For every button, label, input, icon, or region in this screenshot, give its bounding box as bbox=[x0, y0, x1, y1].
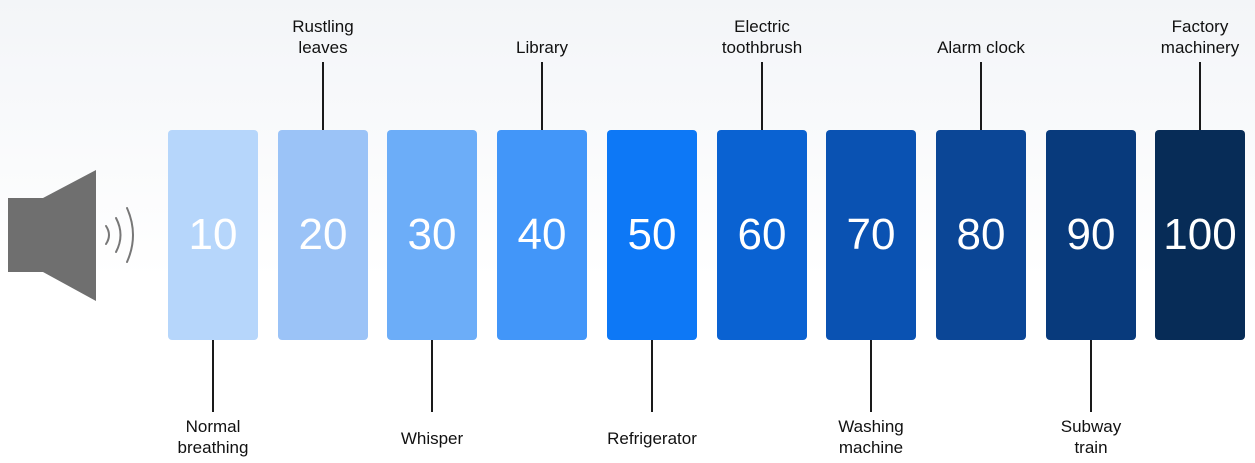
example-label-line: machine bbox=[838, 438, 904, 457]
level-value: 90 bbox=[1066, 210, 1116, 259]
level-block-50: 50 bbox=[607, 130, 697, 340]
example-label-line: breathing bbox=[177, 438, 249, 457]
example-label-line: leaves bbox=[298, 38, 348, 57]
leader-line bbox=[761, 62, 763, 130]
level-value: 50 bbox=[627, 210, 677, 259]
example-label-line: Refrigerator bbox=[607, 429, 697, 448]
level-value: 10 bbox=[188, 210, 238, 259]
level-value: 30 bbox=[407, 210, 457, 259]
level-block-20: 20 bbox=[278, 130, 368, 340]
example-label: Electric toothbrush bbox=[687, 16, 837, 58]
leader-line bbox=[870, 340, 872, 412]
speaker-shape bbox=[8, 170, 96, 301]
level-value: 100 bbox=[1163, 210, 1237, 259]
level-block-60: 60 bbox=[717, 130, 807, 340]
leader-line bbox=[431, 340, 433, 412]
level-value: 60 bbox=[737, 210, 787, 259]
level-block-80: 80 bbox=[936, 130, 1026, 340]
leader-line bbox=[651, 340, 653, 412]
example-label: Refrigerator bbox=[577, 428, 727, 449]
level-value: 40 bbox=[517, 210, 567, 259]
speaker-icon bbox=[8, 170, 134, 301]
example-label-line: Normal bbox=[185, 417, 241, 436]
leader-line bbox=[322, 62, 324, 130]
sound-wave-large bbox=[126, 207, 134, 263]
example-label: Subway train bbox=[1016, 416, 1166, 458]
example-label: Library bbox=[467, 37, 617, 58]
example-label: Washing machine bbox=[796, 416, 946, 458]
example-label-line: Rustling bbox=[292, 17, 354, 36]
sound-wave-medium bbox=[115, 217, 122, 253]
example-label-line: Washing bbox=[838, 417, 904, 436]
leader-line bbox=[1199, 62, 1201, 130]
example-label-line: toothbrush bbox=[721, 38, 803, 57]
leader-line bbox=[212, 340, 214, 412]
example-label: Rustling leaves bbox=[248, 16, 398, 58]
example-label-line: Library bbox=[516, 38, 568, 57]
level-block-10: 10 bbox=[168, 130, 258, 340]
example-label-line: Alarm clock bbox=[937, 38, 1025, 57]
level-value: 80 bbox=[956, 210, 1006, 259]
example-label-line: Whisper bbox=[400, 429, 464, 448]
leader-line bbox=[1090, 340, 1092, 412]
level-block-70: 70 bbox=[826, 130, 916, 340]
level-block-40: 40 bbox=[497, 130, 587, 340]
level-value: 20 bbox=[298, 210, 348, 259]
sound-wave-small bbox=[105, 225, 110, 245]
example-label-line: machinery bbox=[1160, 38, 1240, 57]
example-label: Whisper bbox=[357, 428, 507, 449]
leader-line bbox=[980, 62, 982, 130]
example-label: Normal breathing bbox=[138, 416, 288, 458]
example-label: Factory machinery bbox=[1125, 16, 1255, 58]
leader-line bbox=[541, 62, 543, 130]
level-block-100: 100 bbox=[1155, 130, 1245, 340]
example-label-line: train bbox=[1074, 438, 1108, 457]
example-label: Alarm clock bbox=[906, 37, 1056, 58]
sound-waves-icon bbox=[105, 207, 134, 263]
level-value: 70 bbox=[846, 210, 896, 259]
example-label-line: Factory bbox=[1171, 17, 1229, 36]
example-label-line: Subway bbox=[1060, 417, 1122, 436]
level-block-30: 30 bbox=[387, 130, 477, 340]
example-label-line: Electric bbox=[734, 17, 790, 36]
level-block-90: 90 bbox=[1046, 130, 1136, 340]
